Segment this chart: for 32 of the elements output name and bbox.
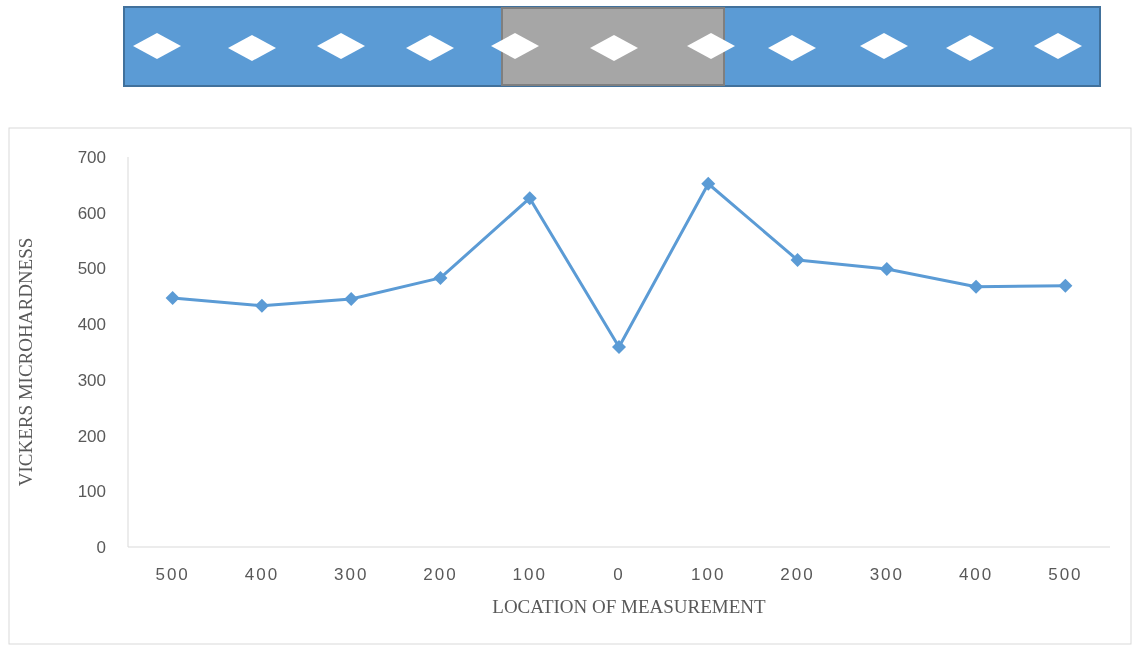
- x-axis-title: LOCATION OF MEASUREMENT: [492, 596, 767, 617]
- y-tick-label: 600: [77, 203, 106, 223]
- y-tick-label: 700: [77, 147, 106, 167]
- y-tick-label: 300: [77, 370, 106, 390]
- x-tick-label: 0: [613, 565, 625, 584]
- point: [790, 253, 805, 268]
- point: [1058, 278, 1073, 293]
- x-tick-label: 300: [869, 565, 905, 584]
- y-tick-label: 400: [77, 315, 106, 335]
- point: [165, 290, 180, 305]
- x-tick-label: 300: [333, 565, 369, 584]
- point: [969, 279, 984, 294]
- point: [879, 261, 894, 276]
- y-tick-label: 500: [77, 259, 106, 279]
- x-tick-label: 400: [958, 565, 994, 584]
- y-tick-label: 200: [77, 426, 106, 446]
- point: [701, 176, 716, 191]
- x-tick-label: 200: [423, 565, 458, 584]
- x-tick-label: 500: [1048, 565, 1083, 584]
- y-tick-label: 0: [96, 537, 106, 557]
- point: [612, 339, 626, 354]
- point: [344, 292, 359, 307]
- x-tick-label: 200: [780, 565, 815, 584]
- point: [254, 298, 269, 313]
- x-tick-label: 500: [155, 565, 190, 584]
- x-tick-label: 100: [691, 565, 726, 584]
- point: [433, 270, 448, 285]
- point: [522, 191, 537, 206]
- x-tick-label: 400: [244, 565, 280, 584]
- y-tick-label: 100: [77, 482, 106, 502]
- y-axis-title: VICKERS MICROHARDNESS: [15, 237, 36, 487]
- x-tick-label: 100: [512, 565, 547, 584]
